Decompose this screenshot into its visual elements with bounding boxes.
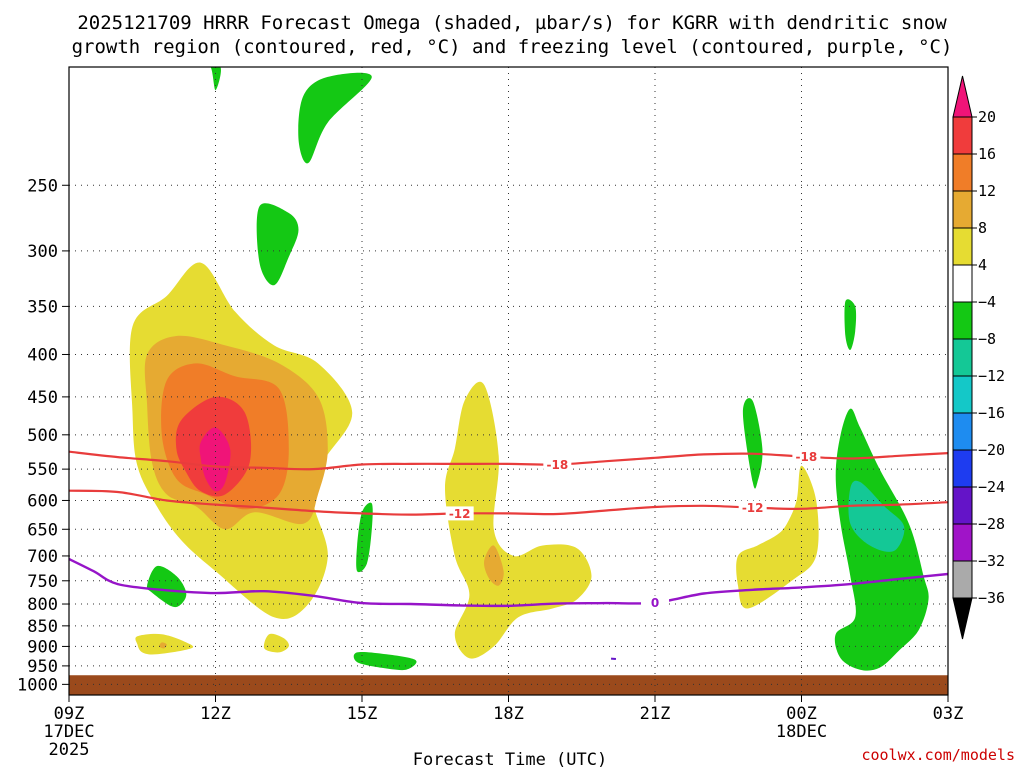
x-tick-label-18Z: 18Z <box>493 704 524 724</box>
omega-region-1 <box>263 633 289 653</box>
omega-region-14 <box>146 565 187 608</box>
colorbar-swatch-8 <box>952 375 973 414</box>
contour-labels: -18 -18 -12 -12 0 <box>445 449 821 610</box>
omega-region-4 <box>736 465 819 609</box>
omega-region-11 <box>298 72 372 164</box>
x-tick-label-15Z: 15Z <box>347 704 378 724</box>
y-tick-label-300: 300 <box>27 242 58 262</box>
chart-title-line1: 2025121709 HRRR Forecast Omega (shaded, … <box>77 12 947 34</box>
x-tick-year-09Z: 2025 <box>49 740 90 760</box>
colorbar-label-6: −8 <box>978 330 996 348</box>
x-tick-label-09Z: 09Z <box>54 704 85 724</box>
colorbar-label-13: −36 <box>978 589 1005 607</box>
y-tick-label-400: 400 <box>27 345 58 365</box>
x-tick-label-00Z: 00Z <box>786 704 817 724</box>
omega-shading-layer <box>129 67 929 671</box>
contour-label-bg-0 <box>543 457 572 472</box>
omega-region-18 <box>844 299 857 350</box>
colorbar-legend: 20 16 12 8 4 −4 −8 −12 −16 −20 −24 −28 −32 −36 <box>952 75 1005 640</box>
x-axis-label: Forecast Time (UTC) <box>413 750 607 768</box>
contour-label-bg-1 <box>792 449 821 464</box>
omega-region-20 <box>848 480 905 552</box>
y-tick-label-900: 900 <box>27 637 58 657</box>
x-tick-label-03Z: 03Z <box>933 704 964 724</box>
contour-label-2: -12 <box>449 507 471 521</box>
dgz-contour-1 <box>69 489 948 516</box>
colorbar-swatch-7 <box>952 338 973 377</box>
colorbar-swatch-1 <box>952 116 973 155</box>
chart-title-line2: growth region (contoured, red, °C) and f… <box>72 36 953 58</box>
colorbar-label-1: 16 <box>978 145 996 163</box>
colorbar-label-2: 12 <box>978 182 996 200</box>
x-tick-label-12Z: 12Z <box>200 704 231 724</box>
omega-region-6 <box>483 545 504 586</box>
contour-label-4: 0 <box>651 596 659 610</box>
colorbar-swatch-2 <box>952 153 973 192</box>
y-tick-label-450: 450 <box>27 388 58 408</box>
colorbar-label-7: −12 <box>978 367 1005 385</box>
y-tick-label-850: 850 <box>27 617 58 637</box>
colorbar-swatch-6 <box>952 301 973 340</box>
y-tick-label-550: 550 <box>27 460 58 480</box>
omega-region-13 <box>200 67 221 91</box>
y-tick-label-650: 650 <box>27 520 58 540</box>
colorbar-swatch-5 <box>952 264 973 303</box>
freezing-level-contour <box>69 557 948 608</box>
colorbar-swatch-3 <box>952 190 973 229</box>
colorbar-swatch-12 <box>952 523 973 562</box>
contour-label-3: -12 <box>742 501 764 515</box>
colorbar-swatch-top <box>952 75 973 118</box>
omega-region-12 <box>256 203 299 286</box>
colorbar-label-11: −28 <box>978 515 1005 533</box>
x-tick-date-09Z: 17DEC <box>43 722 94 742</box>
contour-label-bg-2 <box>445 506 474 521</box>
colorbar-label-12: −32 <box>978 552 1005 570</box>
colorbar-label-10: −24 <box>978 478 1005 496</box>
colorbar-swatch-bottom <box>952 597 973 640</box>
omega-region-3 <box>445 381 592 659</box>
y-tick-label-700: 700 <box>27 547 58 567</box>
y-tick-label-600: 600 <box>27 491 58 511</box>
colorbar-label-0: 20 <box>978 108 996 126</box>
contour-label-0: -18 <box>546 458 568 472</box>
contour-label-bg-4 <box>641 595 669 610</box>
x-tick-label-21Z: 21Z <box>640 704 671 724</box>
contour-label-bg-3 <box>738 500 767 515</box>
gridlines <box>69 67 948 695</box>
colorbar-label-4: 4 <box>978 256 987 274</box>
credit-link[interactable]: coolwx.com/models <box>861 746 1015 764</box>
colorbar-label-3: 8 <box>978 219 987 237</box>
y-tick-label-950: 950 <box>27 657 58 677</box>
y-tick-label-750: 750 <box>27 572 58 592</box>
omega-region-15 <box>356 502 373 573</box>
colorbar-swatch-4 <box>952 227 973 266</box>
y-tick-label-500: 500 <box>27 426 58 446</box>
x-tick-date-00Z: 18DEC <box>776 722 827 742</box>
y-tick-label-250: 250 <box>27 176 58 196</box>
y-tick-label-350: 350 <box>27 297 58 317</box>
contour-label-1: -18 <box>796 450 818 464</box>
omega-region-7 <box>159 642 167 649</box>
omega-region-10 <box>199 427 231 492</box>
y-tick-label-1000: 1000 <box>17 675 58 695</box>
colorbar-label-9: −20 <box>978 441 1005 459</box>
colorbar-swatch-13 <box>952 560 973 599</box>
colorbar-swatch-9 <box>952 412 973 451</box>
y-tick-label-800: 800 <box>27 595 58 615</box>
colorbar-swatch-11 <box>952 486 973 525</box>
colorbar-label-8: −16 <box>978 404 1005 422</box>
colorbar-label-5: −4 <box>978 293 996 311</box>
pressure-axis: 2503003504004505005506006507007508008509… <box>17 176 69 695</box>
colorbar-swatch-10 <box>952 449 973 488</box>
omega-region-16 <box>353 651 417 671</box>
omega-region-17 <box>742 398 763 489</box>
